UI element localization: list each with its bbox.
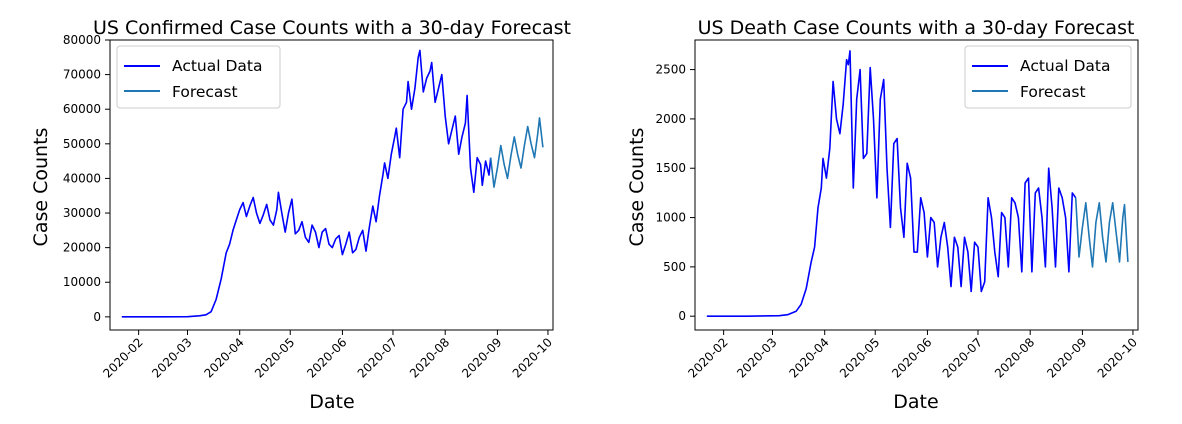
- x-tick-label: 2020-10: [510, 335, 555, 380]
- series-line-forecast: [489, 117, 544, 188]
- y-tick-label: 70000: [63, 68, 101, 82]
- x-axis-label: Date: [893, 391, 938, 413]
- x-tick-label: 2020-07: [355, 335, 400, 380]
- y-axis-label: Case Counts: [30, 128, 52, 247]
- y-tick-label: 10000: [63, 275, 101, 289]
- x-tick-label: 2020-03: [734, 335, 779, 380]
- x-tick-label: 2020-09: [459, 335, 504, 380]
- legend-label-actual: Actual Data: [172, 57, 263, 75]
- x-tick-label: 2020-07: [940, 335, 985, 380]
- x-tick-label: 2020-05: [837, 335, 882, 380]
- x-tick-label: 2020-05: [252, 335, 297, 380]
- x-tick-label: 2020-10: [1095, 335, 1140, 380]
- y-tick-label: 60000: [63, 102, 101, 116]
- x-tick-label: 2020-06: [304, 335, 349, 380]
- x-tick-label: 2020-04: [201, 335, 246, 380]
- y-tick-label: 50000: [63, 137, 101, 151]
- death-cases-chart: US Death Case Counts with a 30-day Forec…: [626, 17, 1140, 413]
- x-tick-label: 2020-08: [407, 335, 452, 380]
- series-line-forecast: [1074, 197, 1129, 268]
- legend-label-forecast: Forecast: [1020, 83, 1086, 101]
- y-axis-label: Case Counts: [626, 128, 648, 247]
- y-tick-label: 2500: [655, 63, 686, 77]
- legend-label-forecast: Forecast: [172, 83, 238, 101]
- plot-frame: [109, 39, 554, 331]
- legend: Actual Data Forecast: [116, 45, 281, 109]
- y-tick-label: 2000: [655, 112, 686, 126]
- series-line-actual-data: [706, 50, 1077, 318]
- x-axis-label: Date: [309, 391, 354, 413]
- legend: Actual Data Forecast: [964, 45, 1132, 109]
- y-tick-label: 40000: [63, 171, 101, 185]
- y-tick-label: 30000: [63, 206, 101, 220]
- y-tick-label: 500: [663, 260, 686, 274]
- x-tick-label: 2020-02: [100, 335, 145, 380]
- x-tick-label: 2020-06: [889, 335, 934, 380]
- confirmed-cases-chart: US Confirmed Case Counts with a 30-day F…: [30, 17, 571, 413]
- legend-label-actual: Actual Data: [1020, 57, 1111, 75]
- x-tick-label: 2020-04: [786, 335, 831, 380]
- chart-title: US Confirmed Case Counts with a 30-day F…: [93, 17, 571, 39]
- y-tick-label: 80000: [63, 33, 101, 47]
- x-tick-label: 2020-08: [992, 335, 1037, 380]
- x-tick-label: 2020-03: [149, 335, 194, 380]
- y-tick-label: 0: [678, 309, 686, 323]
- series-line-actual-data: [121, 49, 492, 318]
- legend-box: [964, 45, 1132, 109]
- y-tick-label: 1500: [655, 161, 686, 175]
- plot-frame: [694, 39, 1139, 331]
- chart-title: US Death Case Counts with a 30-day Forec…: [698, 17, 1135, 39]
- legend-box: [116, 45, 281, 109]
- x-tick-label: 2020-09: [1044, 335, 1089, 380]
- x-tick-label: 2020-02: [685, 335, 730, 380]
- y-tick-label: 1000: [655, 211, 686, 225]
- y-tick-label: 0: [93, 310, 101, 324]
- y-tick-label: 20000: [63, 241, 101, 255]
